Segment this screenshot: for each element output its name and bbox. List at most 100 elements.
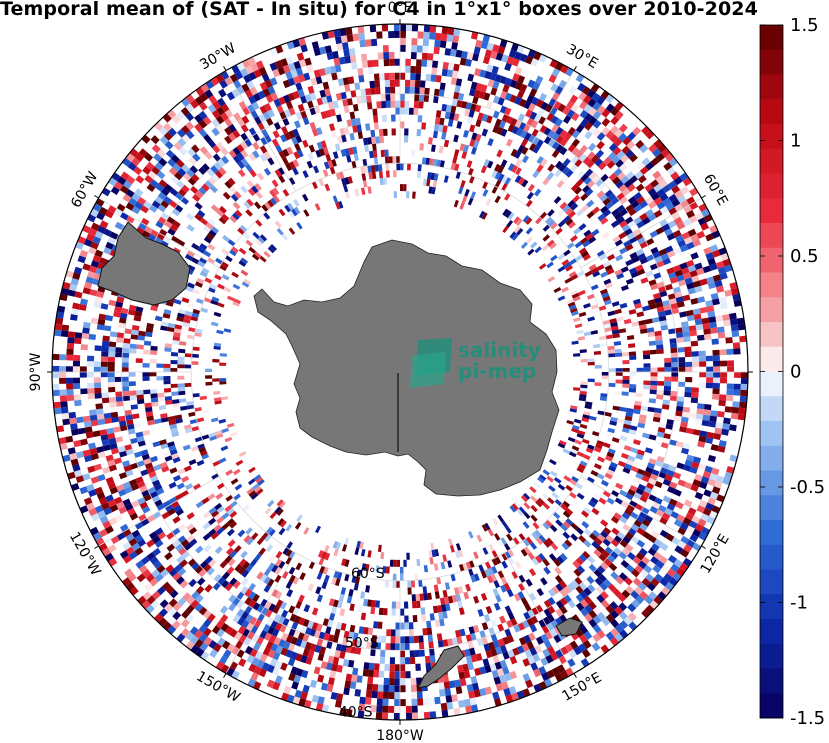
data-cell [648,398,657,404]
data-cell [408,622,414,630]
data-cell [231,271,239,278]
data-cell [542,224,551,232]
colorbar-label: 0 [790,362,801,383]
data-cell [501,520,508,528]
colorbar-segment [760,247,783,273]
data-cell [438,124,444,133]
data-cell [434,619,441,627]
data-cell [525,536,533,545]
data-cell [323,161,330,170]
data-cell [186,401,194,406]
data-cell [325,153,332,162]
data-cell [553,558,562,567]
colorbar-segment [760,99,783,125]
data-cell [163,376,171,381]
data-cell [242,504,250,512]
data-cell [288,130,296,139]
data-cell [523,546,531,555]
data-cell [570,533,579,542]
data-cell [396,559,400,567]
data-cell [633,298,641,305]
data-cell [186,404,195,410]
data-cell [253,201,262,210]
data-cell [295,562,302,571]
colorbar-segment [760,148,783,174]
data-cell [607,310,616,317]
data-cell [575,254,583,262]
data-cell [285,549,293,557]
data-cell [532,522,540,530]
data-cell [213,390,221,395]
data-cell [513,226,521,234]
data-cell [393,170,397,178]
data-cell [352,125,358,133]
data-cell [197,246,206,254]
data-cell [458,549,464,558]
data-cell [221,522,230,531]
data-cell [378,170,383,179]
data-cell [520,241,528,249]
data-cell [412,191,416,199]
data-cell [542,502,550,510]
data-cell [359,541,364,549]
data-cell [594,382,602,387]
data-cell [288,161,296,170]
data-cell [370,606,376,615]
data-cell [577,430,586,436]
data-cell [500,584,507,593]
data-cell [184,310,193,317]
data-cell [221,427,229,434]
data-cell [243,278,251,285]
data-cell [356,540,361,549]
data-cell [619,435,628,442]
data-cell [576,270,585,278]
data-cell [328,598,335,607]
data-cell [453,113,460,122]
data-cell [274,574,282,583]
data-cell [570,289,578,296]
data-cell [590,267,599,274]
data-cell [214,502,223,511]
data-cell [324,183,331,192]
data-cell [625,459,634,466]
data-cell [470,574,477,583]
data-cell [171,500,180,509]
data-cell [619,489,628,497]
data-cell [147,419,155,426]
data-cell [371,171,377,179]
data-cell [172,403,180,408]
data-cell [316,572,323,580]
data-cell [313,165,320,174]
data-cell [194,332,202,337]
data-cell [587,378,595,383]
colorbar-segment [760,74,783,100]
colorbar-label: 1.5 [790,15,819,36]
data-cell [251,185,259,194]
data-cell [276,508,284,516]
data-cell [209,435,217,441]
data-cell [431,186,436,195]
data-cell [278,501,286,509]
data-cell [282,189,290,197]
data-cell [251,253,260,261]
data-cell [315,586,322,595]
data-cell [404,128,409,136]
data-cell [501,560,508,569]
data-cell [447,560,453,568]
data-cell [527,183,535,192]
data-cell [177,356,185,361]
data-cell [554,499,563,507]
data-cell [555,519,563,527]
data-cell [337,135,343,144]
data-cell [207,243,216,251]
data-cell [375,136,380,144]
data-cell [614,239,623,247]
data-cell [172,474,182,482]
data-cell [469,124,476,133]
data-cell [151,401,159,407]
data-cell [459,143,466,152]
data-cell [184,483,193,491]
data-cell [396,156,400,164]
data-cell [514,167,522,176]
